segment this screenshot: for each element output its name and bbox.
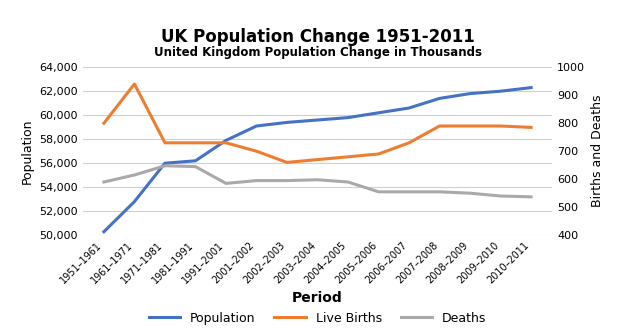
Population — [222, 138, 230, 142]
Live Births — [253, 149, 260, 153]
Y-axis label: Births and Deaths: Births and Deaths — [591, 95, 604, 207]
Live Births — [161, 141, 169, 145]
Population — [283, 120, 291, 124]
Y-axis label: Population: Population — [20, 119, 34, 184]
Deaths — [161, 164, 169, 168]
Population — [314, 118, 321, 122]
Live Births — [344, 155, 352, 159]
Population — [253, 124, 260, 128]
Deaths — [405, 190, 413, 194]
Deaths — [344, 180, 352, 184]
Population — [131, 200, 138, 204]
Live Births — [131, 82, 138, 86]
Live Births — [314, 158, 321, 162]
Deaths — [222, 181, 230, 185]
Live Births — [436, 124, 443, 128]
Deaths — [253, 178, 260, 182]
Population — [436, 96, 443, 100]
Live Births — [497, 124, 504, 128]
Population — [497, 89, 504, 93]
Population — [466, 92, 474, 96]
Line: Deaths: Deaths — [104, 166, 531, 197]
Deaths — [131, 173, 138, 177]
Deaths — [100, 180, 108, 184]
Deaths — [192, 165, 199, 169]
Line: Live Births: Live Births — [104, 84, 531, 162]
Live Births — [405, 141, 413, 145]
Population — [192, 159, 199, 163]
Live Births — [222, 141, 230, 145]
Live Births — [283, 160, 291, 164]
Deaths — [436, 190, 443, 194]
Deaths — [466, 191, 474, 195]
Population — [100, 230, 108, 234]
Live Births — [527, 125, 535, 129]
Line: Population: Population — [104, 88, 531, 232]
Legend: Population, Live Births, Deaths: Population, Live Births, Deaths — [144, 307, 491, 330]
Deaths — [375, 190, 382, 194]
Live Births — [375, 152, 382, 156]
Population — [161, 161, 169, 165]
Population — [344, 116, 352, 120]
Population — [405, 106, 413, 110]
Live Births — [466, 124, 474, 128]
Deaths — [527, 195, 535, 199]
X-axis label: Period: Period — [292, 291, 343, 305]
Deaths — [314, 178, 321, 182]
Population — [527, 86, 535, 90]
Title: UK Population Change 1951-2011: UK Population Change 1951-2011 — [161, 28, 474, 46]
Deaths — [283, 178, 291, 182]
Live Births — [192, 141, 199, 145]
Text: United Kingdom Population Change in Thousands: United Kingdom Population Change in Thou… — [154, 46, 481, 59]
Population — [375, 111, 382, 115]
Live Births — [100, 121, 108, 125]
Deaths — [497, 194, 504, 198]
